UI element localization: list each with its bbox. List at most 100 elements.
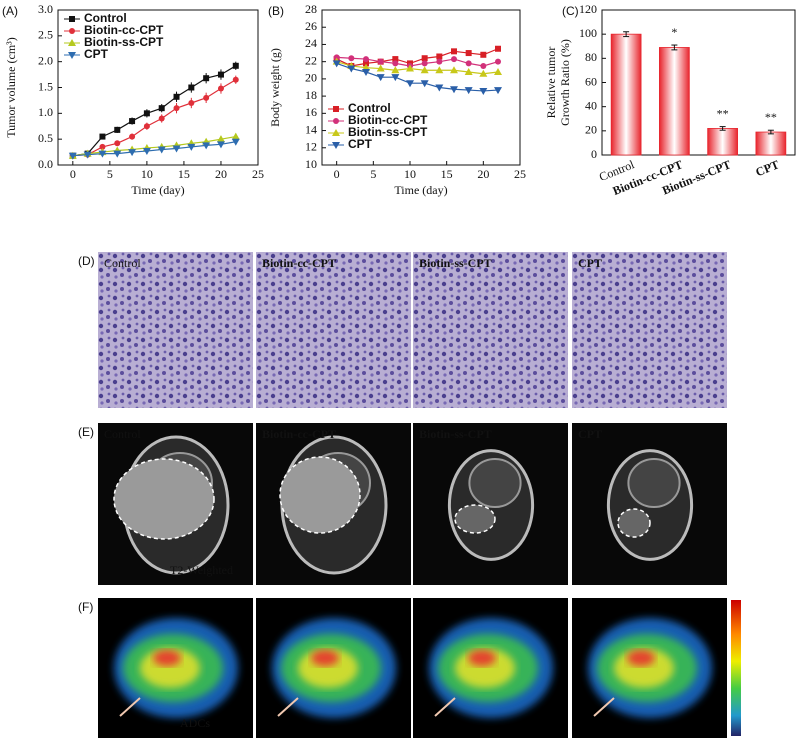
image-caption: CPT xyxy=(578,427,602,441)
marker xyxy=(451,48,457,55)
image-panel xyxy=(413,423,568,585)
marker xyxy=(98,150,107,158)
marker xyxy=(187,143,196,151)
marker xyxy=(157,146,166,154)
legend-marker xyxy=(69,16,75,22)
panel-label: (C) xyxy=(562,4,579,18)
image-caption: Biotin-cc-CPT xyxy=(262,256,336,270)
series-line xyxy=(72,79,237,157)
series-line xyxy=(72,135,236,157)
marker xyxy=(421,55,428,62)
marker xyxy=(158,105,165,112)
marker xyxy=(362,63,370,71)
marker xyxy=(435,84,444,92)
adc-blob xyxy=(627,650,655,666)
panel-label: (E) xyxy=(78,425,94,439)
panel-label: (A) xyxy=(2,4,18,18)
histology-image xyxy=(98,252,253,408)
x-tick-label: 10 xyxy=(141,167,153,181)
image-caption: CPT xyxy=(578,256,602,270)
marker xyxy=(479,87,488,95)
marker xyxy=(377,58,384,65)
legend-label: CPT xyxy=(348,137,373,151)
marker xyxy=(216,141,225,149)
x-tick-label: CPT xyxy=(754,157,781,179)
marker xyxy=(465,60,472,67)
y-tick-label: 26 xyxy=(305,19,317,33)
marker xyxy=(128,149,137,157)
image-panel xyxy=(572,252,727,408)
y-tick-label: 60 xyxy=(585,74,597,88)
marker xyxy=(436,58,443,65)
adc-blob xyxy=(468,650,496,666)
marker xyxy=(495,58,501,65)
marker xyxy=(451,56,457,63)
marker xyxy=(450,66,458,74)
y-tick-label: 2.0 xyxy=(38,53,53,67)
marker xyxy=(216,135,225,143)
legend-label: Control xyxy=(84,11,127,25)
y-tick-label: 40 xyxy=(585,98,597,112)
y-tick-label: 16 xyxy=(305,105,317,119)
legend-marker xyxy=(333,106,339,112)
y-axis-label: Relative tumor xyxy=(544,47,558,119)
marker xyxy=(362,69,370,76)
marker xyxy=(479,69,488,77)
significance-mark: ** xyxy=(765,110,777,124)
x-tick-label: 15 xyxy=(441,167,453,181)
y-axis-label: Growth Ratio (%) xyxy=(558,39,572,126)
image-panel xyxy=(413,598,568,738)
y-axis-label: Body weight (g) xyxy=(268,48,282,127)
marker xyxy=(391,74,400,82)
y-tick-label: 120 xyxy=(579,2,597,16)
arrow xyxy=(119,697,141,717)
marker xyxy=(333,54,340,61)
legend-label: Biotin-ss-CPT xyxy=(348,125,428,139)
x-tick-label: 0 xyxy=(70,167,76,181)
x-tick-label: 15 xyxy=(178,167,190,181)
tumor xyxy=(617,508,651,538)
marker xyxy=(143,110,150,117)
marker xyxy=(450,86,458,94)
y-tick-label: 3.0 xyxy=(38,2,53,16)
y-tick-label: 14 xyxy=(305,122,317,136)
x-axis-label: Time (day) xyxy=(131,183,184,197)
image-panel xyxy=(256,423,411,585)
marker xyxy=(332,60,341,68)
marker xyxy=(436,53,443,60)
bar xyxy=(610,33,642,156)
legend-label: Control xyxy=(348,101,391,115)
marker xyxy=(99,133,106,140)
image-panel xyxy=(572,598,727,738)
marker xyxy=(68,152,77,160)
legend-marker xyxy=(68,39,76,46)
marker xyxy=(114,140,121,147)
y-tick-label: 20 xyxy=(585,123,597,137)
image-note: T2-Weighted xyxy=(170,563,233,577)
marker xyxy=(376,74,385,82)
y-tick-label: 10 xyxy=(305,157,317,171)
series-line xyxy=(72,141,236,157)
tissue-inner xyxy=(468,458,522,508)
y-tick-label: 20 xyxy=(305,71,317,85)
marker xyxy=(480,62,487,69)
marker xyxy=(480,51,487,58)
marker xyxy=(348,55,355,62)
x-tick-label: 25 xyxy=(252,167,264,181)
y-tick-label: 28 xyxy=(305,2,317,16)
marker xyxy=(363,60,369,67)
marker xyxy=(158,115,165,122)
marker xyxy=(172,145,181,153)
image-note: ADCs xyxy=(180,716,210,730)
y-tick-label: 22 xyxy=(305,53,317,67)
y-tick-label: 1.0 xyxy=(38,105,53,119)
histology-image xyxy=(413,252,568,408)
legend-label: Biotin-ss-CPT xyxy=(84,35,164,49)
legend-marker xyxy=(69,28,75,34)
y-tick-label: 12 xyxy=(305,140,317,154)
x-tick-label: 20 xyxy=(215,167,227,181)
marker xyxy=(420,66,429,74)
x-tick-label: 10 xyxy=(404,167,416,181)
marker xyxy=(129,133,136,140)
image-panel xyxy=(256,252,411,408)
